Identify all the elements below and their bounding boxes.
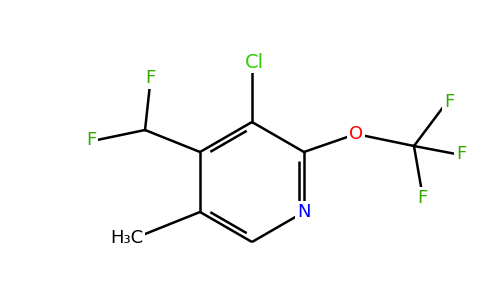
Text: N: N [297, 203, 311, 221]
Text: F: F [417, 189, 427, 207]
Text: F: F [145, 69, 155, 87]
Text: Cl: Cl [244, 52, 264, 71]
Text: F: F [456, 145, 466, 163]
Text: F: F [444, 93, 454, 111]
Text: F: F [86, 131, 96, 149]
Text: O: O [349, 125, 363, 143]
Text: H₃C: H₃C [110, 229, 144, 247]
